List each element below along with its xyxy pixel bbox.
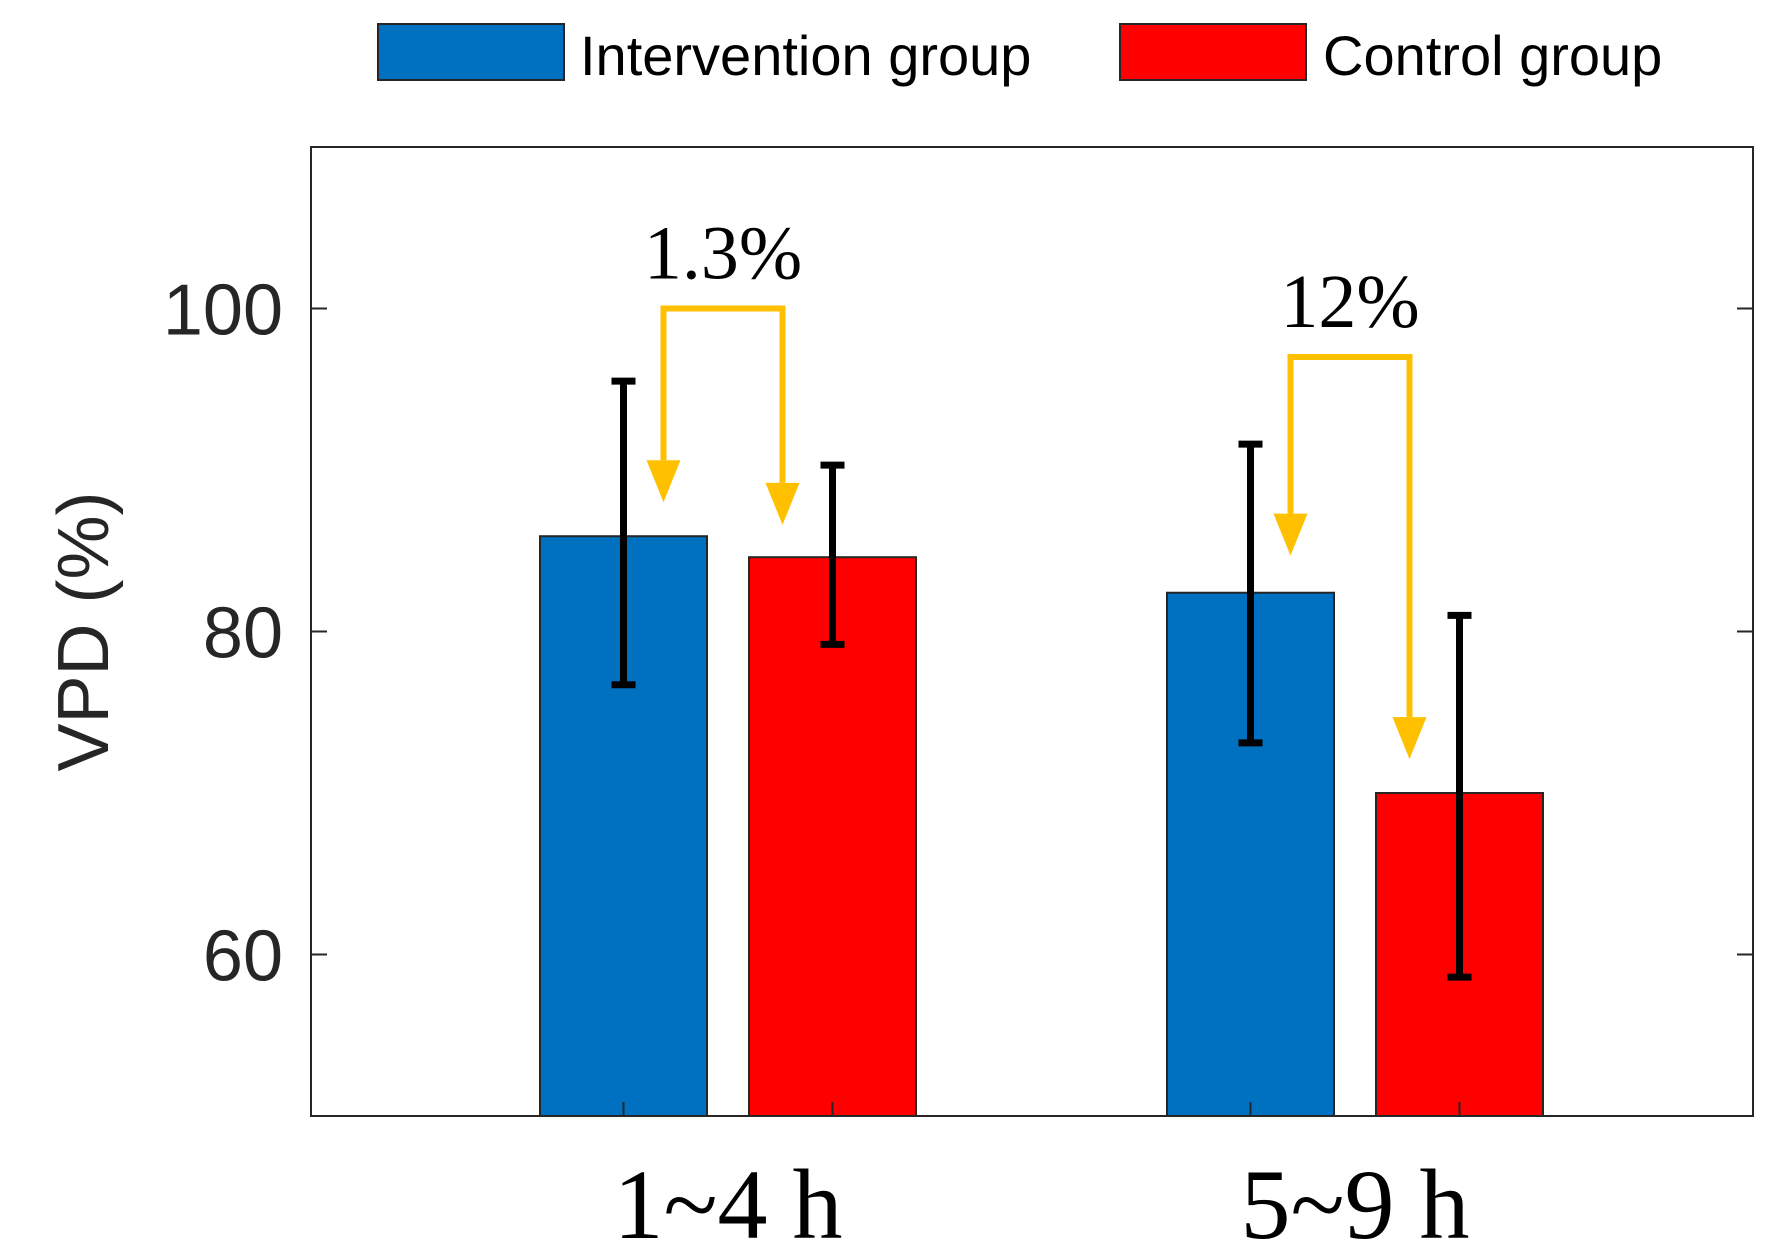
error-bars-layer bbox=[611, 377, 1472, 981]
annotations-layer: 1.3% 12% bbox=[644, 212, 1427, 760]
legend-swatch-control bbox=[1119, 23, 1307, 81]
x-axis: 1~4 h 5~9 h bbox=[613, 1102, 1470, 1254]
annotation-label-0: 1.3% bbox=[644, 212, 802, 296]
x-tick-label: 1~4 h bbox=[613, 1149, 842, 1254]
annotation-label-1: 12% bbox=[1280, 260, 1419, 344]
bar-control-0 bbox=[748, 556, 917, 1117]
x-tick-label: 5~9 h bbox=[1240, 1149, 1469, 1254]
arrowhead-left-1 bbox=[1273, 513, 1308, 556]
y-axis: 60 80 100 bbox=[163, 271, 1753, 997]
legend-label-intervention: Intervention group bbox=[580, 24, 1031, 87]
arrowhead-left-0 bbox=[646, 460, 681, 503]
bars-layer bbox=[539, 535, 1544, 1117]
legend-label-control: Control group bbox=[1323, 24, 1662, 87]
y-axis-label: VPD (%) bbox=[44, 491, 124, 771]
legend: Intervention group Control group bbox=[377, 23, 1662, 87]
bracket-arrow-1 bbox=[1287, 353, 1413, 718]
legend-swatch-intervention bbox=[377, 23, 565, 81]
y-tick-label: 100 bbox=[163, 271, 283, 351]
bracket-arrow-0 bbox=[660, 305, 786, 483]
arrowhead-right-1 bbox=[1392, 717, 1427, 760]
y-tick-label: 60 bbox=[203, 917, 283, 997]
y-tick-label: 80 bbox=[203, 594, 283, 674]
arrowhead-right-0 bbox=[765, 482, 800, 525]
